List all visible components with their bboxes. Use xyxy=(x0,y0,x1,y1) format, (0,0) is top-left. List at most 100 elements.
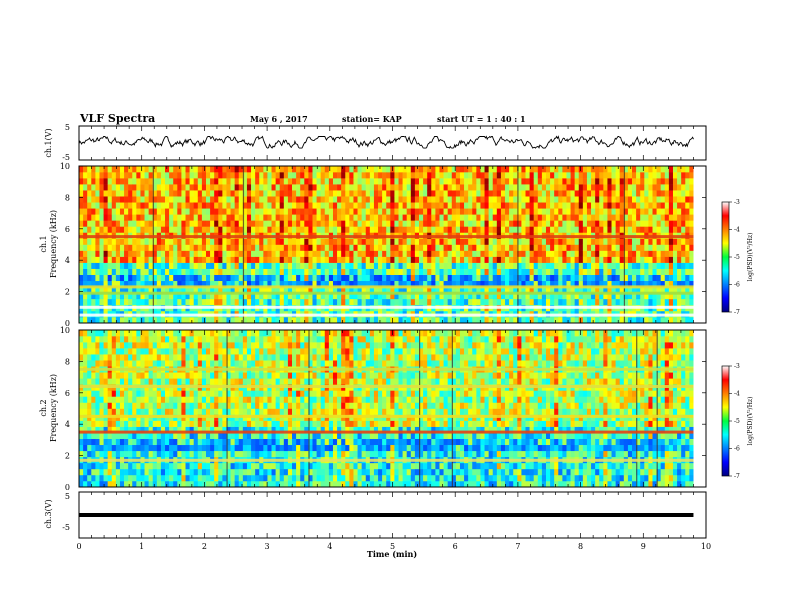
spectrogram-cell xyxy=(500,298,506,306)
spectrogram-cell xyxy=(365,226,371,233)
spectrogram-cell xyxy=(488,208,494,215)
spectrogram-cell xyxy=(599,268,604,275)
spectrogram-cell xyxy=(341,316,346,324)
spectrogram-cell xyxy=(484,256,489,263)
spectrogram-cell xyxy=(144,336,149,343)
spectrogram-cell xyxy=(210,166,215,173)
spectrogram-cell xyxy=(644,286,649,294)
spectrogram-cell xyxy=(603,298,608,306)
spectrogram-cell xyxy=(595,286,600,294)
spectrogram-cell xyxy=(234,256,240,263)
spectrogram-cell xyxy=(271,184,276,191)
spectrogram-cell xyxy=(386,220,391,227)
spectrogram-cell xyxy=(345,220,350,227)
spectrogram-cell xyxy=(201,402,207,409)
spectrogram-cell xyxy=(205,468,211,476)
spectrogram-cell xyxy=(406,286,412,294)
spectrogram-cell xyxy=(496,238,502,245)
spectrogram-cell xyxy=(103,378,108,385)
spectrogram-cell xyxy=(238,280,244,288)
spectrogram-cell xyxy=(365,256,371,263)
spectrogram-cell xyxy=(234,166,240,173)
spectrogram-cell xyxy=(632,226,637,233)
spectrogram-cell xyxy=(398,286,403,294)
spectrogram-cell xyxy=(271,274,276,282)
spectrogram-cell xyxy=(677,202,682,209)
spectrogram-cell xyxy=(398,268,403,275)
spectrogram-cell xyxy=(472,166,477,173)
spectrogram-cell xyxy=(300,196,305,203)
spectrogram-cell xyxy=(488,280,494,288)
spectrogram-cell xyxy=(537,226,543,233)
spectrogram-cell xyxy=(603,202,608,209)
spectrogram-cell xyxy=(505,262,510,269)
spectrogram-cell xyxy=(382,196,387,203)
spectrogram-cell xyxy=(185,426,190,433)
spectrogram-cell xyxy=(316,262,321,269)
spectrogram-cell xyxy=(95,354,100,361)
spectrogram-cell xyxy=(115,462,121,470)
spectrogram-cell xyxy=(402,208,408,215)
spectrogram-cell xyxy=(459,214,465,221)
spectrogram-cell xyxy=(201,172,207,179)
spectrogram-cell xyxy=(128,390,133,397)
spectrogram-cell xyxy=(169,238,174,245)
spectrogram-cell xyxy=(210,226,215,233)
spectrogram-cell xyxy=(554,280,559,288)
spectrogram-cell xyxy=(144,480,149,488)
spectrogram-cell xyxy=(660,226,666,233)
spectrogram-cell xyxy=(349,208,354,215)
spectrogram-cell xyxy=(373,286,379,294)
spectrogram-cell xyxy=(87,220,92,227)
spectrogram-cell xyxy=(292,190,297,197)
spectrogram-cell xyxy=(537,262,543,269)
spectrogram-cell xyxy=(341,268,346,275)
spectrogram-cell xyxy=(91,330,96,337)
spectrogram-cell xyxy=(541,220,547,227)
spectrogram-cell xyxy=(296,178,301,185)
spectrogram-cell xyxy=(562,244,567,251)
spectrogram-cell xyxy=(447,178,453,185)
spectrogram-cell xyxy=(148,342,154,349)
spectrogram-cell xyxy=(480,298,485,306)
spectrogram-cell xyxy=(226,244,231,251)
spectrogram-cell xyxy=(476,178,481,185)
spectrogram-cell xyxy=(517,316,522,324)
spectrogram-cell xyxy=(459,220,465,227)
spectrogram-cell xyxy=(197,396,203,403)
spectrogram-cell xyxy=(304,190,309,197)
spectrogram-cell xyxy=(259,298,264,306)
spectrogram-cell xyxy=(632,316,637,324)
spectrogram-cell xyxy=(431,226,436,233)
spectrogram-cell xyxy=(87,426,92,433)
spectrogram-cell xyxy=(533,208,539,215)
spectrogram-cell xyxy=(95,342,100,349)
spectrogram-cell xyxy=(500,286,506,294)
spectrogram-cell xyxy=(550,208,555,215)
spectrogram-cell xyxy=(357,316,362,324)
spectrogram-cell xyxy=(685,292,690,300)
spectrogram-cell xyxy=(189,336,194,343)
spectrogram-cell xyxy=(181,250,186,257)
spectrogram-cell xyxy=(656,262,661,269)
spectrogram-cell xyxy=(386,196,391,203)
spectrogram-cell xyxy=(595,316,600,324)
spectrogram-cell xyxy=(341,166,346,173)
spectrogram-cell xyxy=(189,286,194,294)
spectrogram-cell xyxy=(529,262,534,269)
spectrogram-cell xyxy=(521,262,526,269)
spectrogram-cell xyxy=(349,280,354,288)
spectrogram-cell xyxy=(119,426,125,433)
spectrogram-cell xyxy=(439,202,444,209)
spectrogram-cell xyxy=(390,208,395,215)
spectrogram-cell xyxy=(386,280,391,288)
spectrogram-cell xyxy=(111,196,117,203)
spectrogram-cell xyxy=(238,166,244,173)
spectrogram-cell xyxy=(558,256,563,263)
spectrogram-cell xyxy=(488,178,494,185)
ch1-spectrogram-image xyxy=(79,166,706,324)
spectrogram-cell xyxy=(586,238,592,245)
spectrogram-cell xyxy=(685,280,690,288)
spectrogram-cell xyxy=(586,316,592,324)
spectrogram-cell xyxy=(87,444,92,452)
